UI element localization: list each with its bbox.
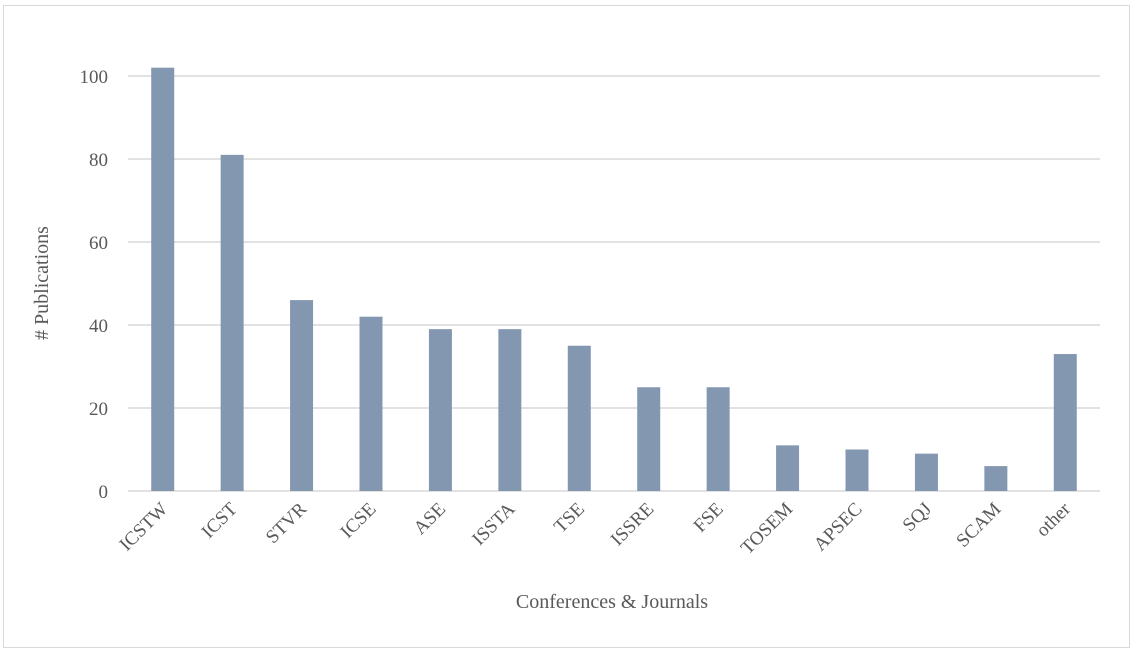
bar-issta xyxy=(498,329,522,491)
y-tick-label: 20 xyxy=(89,399,108,420)
x-tick-label: TOSEM xyxy=(737,499,797,559)
bars xyxy=(151,67,1077,491)
x-tick-label: ICSE xyxy=(337,499,381,543)
y-tick-label: 0 xyxy=(99,482,109,503)
y-tick-labels: 0 20 40 60 80 100 xyxy=(80,67,109,503)
y-tick-label: 80 xyxy=(89,150,108,171)
bar-issre xyxy=(637,387,661,491)
chart-frame xyxy=(3,5,1130,648)
x-tick-label: FSE xyxy=(690,499,728,537)
x-tick-label: STVR xyxy=(262,498,311,547)
x-tick-label: ISSRE xyxy=(607,499,658,550)
x-tick-labels: ICSTW ICST STVR ICSE ASE ISSTA TSE ISSRE FSE TOSE… xyxy=(116,498,1076,559)
x-axis-title: Conferences & Journals xyxy=(516,591,708,613)
bar-tse xyxy=(567,345,591,491)
x-tick-label: ICST xyxy=(198,498,242,542)
bar-other xyxy=(1053,354,1077,491)
x-tick-label: ASE xyxy=(410,499,450,539)
bar-fse xyxy=(706,387,730,491)
bar-tosem xyxy=(776,445,800,491)
bar-icse xyxy=(359,316,383,491)
bar-icstw xyxy=(151,67,175,491)
x-tick-label: APSEC xyxy=(810,499,867,556)
bar-sqj xyxy=(914,453,938,491)
y-tick-label: 60 xyxy=(89,233,108,254)
x-tick-label: TSE xyxy=(550,499,589,538)
x-tick-label: other xyxy=(1032,498,1075,541)
bar-scam xyxy=(984,466,1008,491)
bar-stvr xyxy=(290,300,314,491)
x-tick-label: SQJ xyxy=(899,499,936,536)
bar-icst xyxy=(220,154,244,491)
y-axis-title: # Publications xyxy=(31,226,53,340)
y-tick-label: 40 xyxy=(89,316,108,337)
x-tick-label: ISSTA xyxy=(468,498,519,549)
y-tick-label: 100 xyxy=(80,67,109,88)
gridlines xyxy=(128,75,1100,492)
bar-ase xyxy=(428,329,452,491)
bar-apsec xyxy=(845,449,869,491)
x-tick-label: SCAM xyxy=(952,499,1005,552)
x-tick-label: ICSTW xyxy=(116,499,173,556)
